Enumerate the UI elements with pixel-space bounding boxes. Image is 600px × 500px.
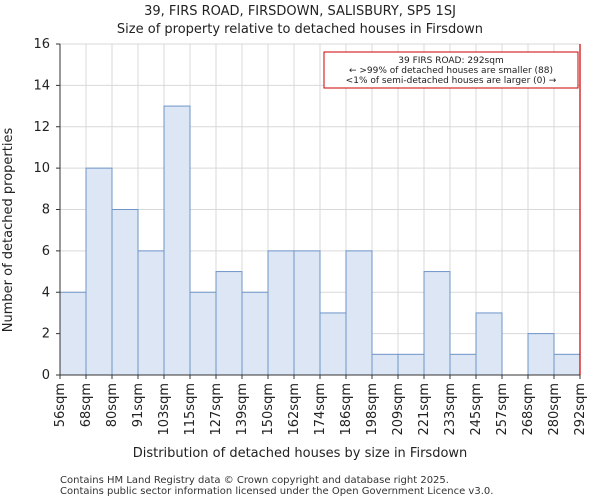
chart-title: 39, FIRS ROAD, FIRSDOWN, SALISBURY, SP5 … (144, 4, 456, 19)
bar (423, 271, 451, 376)
bar (293, 250, 321, 376)
bar (137, 250, 165, 376)
x-tick-label: 257sqm (495, 383, 510, 436)
y-tick-label: 0 (42, 368, 50, 383)
y-tick-label: 10 (33, 161, 50, 176)
x-tick-label: 91sqm (131, 383, 146, 427)
axes (56, 43, 581, 379)
x-tick-label: 139sqm (235, 383, 250, 436)
annotation: 39 FIRS ROAD: 292sqm ← >99% of detached … (323, 51, 579, 89)
bar (163, 105, 191, 376)
x-tick-label: 174sqm (313, 383, 328, 436)
bar (345, 250, 373, 376)
bar (85, 167, 113, 376)
x-tick-label: 280sqm (547, 383, 562, 436)
footer-line-2: Contains public sector information licen… (60, 486, 493, 497)
x-tick-labels: 56sqm 68sqm 80sqm 91sqm 103sqm 115sqm 127sqm 13… (53, 383, 588, 436)
bar (553, 353, 581, 376)
bar (241, 291, 269, 376)
y-tick-label: 4 (42, 285, 50, 300)
y-tick-labels: 0 2 4 6 8 10 12 14 16 (33, 37, 50, 383)
x-axis-label: Distribution of detached houses by size … (133, 446, 468, 461)
x-tick-label: 221sqm (417, 383, 432, 436)
bars (59, 105, 581, 376)
y-tick-label: 8 (42, 203, 50, 218)
x-tick-label: 80sqm (105, 383, 120, 427)
y-tick-label: 14 (33, 78, 50, 93)
x-tick-label: 245sqm (469, 383, 484, 436)
bar (59, 291, 87, 376)
chart-subtitle: Size of property relative to detached ho… (117, 22, 483, 37)
x-tick-label: 186sqm (339, 383, 354, 436)
x-tick-label: 115sqm (183, 383, 198, 436)
bar (319, 312, 347, 376)
bar (371, 353, 399, 376)
annotation-line-2: ← >99% of detached houses are smaller (8… (349, 66, 553, 76)
bar (475, 312, 503, 376)
x-tick-label: 233sqm (443, 383, 458, 436)
bar (189, 291, 217, 376)
x-tick-label: 209sqm (391, 383, 406, 436)
x-tick-label: 268sqm (521, 383, 536, 436)
y-tick-label: 2 (42, 327, 50, 342)
x-tick-label: 68sqm (79, 383, 94, 427)
x-tick-label: 103sqm (157, 383, 172, 436)
bar (449, 353, 477, 376)
annotation-box (323, 51, 579, 89)
x-tick-label: 56sqm (53, 383, 68, 427)
bar (111, 209, 139, 376)
bar (215, 271, 243, 376)
annotation-line-1: 39 FIRS ROAD: 292sqm (398, 56, 503, 66)
x-tick-label: 162sqm (287, 383, 302, 436)
footer-line-1: Contains HM Land Registry data © Crown c… (60, 475, 449, 486)
x-tick-label: 127sqm (209, 383, 224, 436)
y-tick-label: 6 (42, 244, 50, 259)
annotation-line-3: <1% of semi-detached houses are larger (… (346, 76, 557, 86)
y-tick-label: 12 (33, 120, 50, 135)
bar (267, 250, 295, 376)
bar (527, 333, 555, 376)
x-tick-label: 292sqm (573, 383, 588, 436)
y-tick-label: 16 (33, 37, 50, 52)
y-axis-label: Number of detached properties (1, 128, 16, 333)
x-tick-label: 198sqm (365, 383, 380, 436)
bar (397, 353, 425, 376)
x-tick-label: 150sqm (261, 383, 276, 436)
